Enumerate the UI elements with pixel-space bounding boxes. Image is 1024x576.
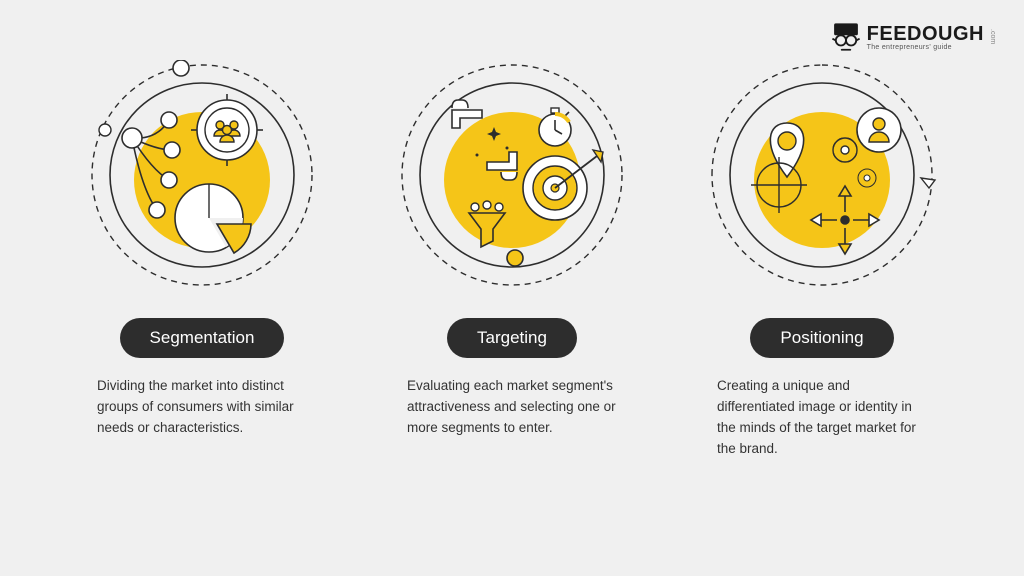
segmentation-title-pill: Segmentation	[120, 318, 285, 358]
card-segmentation: Segmentation Dividing the market into di…	[62, 60, 342, 460]
targeting-description: Evaluating each market segment's attract…	[407, 376, 617, 439]
targeting-title: Targeting	[477, 328, 547, 347]
logo-tagline: The entrepreneurs' guide	[867, 44, 984, 51]
cards-row: Segmentation Dividing the market into di…	[0, 60, 1024, 460]
card-positioning: Positioning Creating a unique and differ…	[682, 60, 962, 460]
logo-face-icon	[829, 20, 863, 54]
segmentation-title: Segmentation	[150, 328, 255, 347]
brand-logo: FEEDOUGH The entrepreneurs' guide .com	[829, 20, 996, 54]
logo-name: FEEDOUGH	[867, 24, 984, 44]
segmentation-description: Dividing the market into distinct groups…	[97, 376, 307, 439]
positioning-description: Creating a unique and differentiated ima…	[717, 376, 927, 460]
segmentation-illustration	[87, 60, 317, 290]
positioning-illustration	[707, 60, 937, 290]
targeting-illustration	[397, 60, 627, 290]
targeting-title-pill: Targeting	[447, 318, 577, 358]
logo-domain: .com	[989, 29, 996, 44]
positioning-title: Positioning	[780, 328, 863, 347]
positioning-title-pill: Positioning	[750, 318, 893, 358]
card-targeting: Targeting Evaluating each market segment…	[372, 60, 652, 460]
